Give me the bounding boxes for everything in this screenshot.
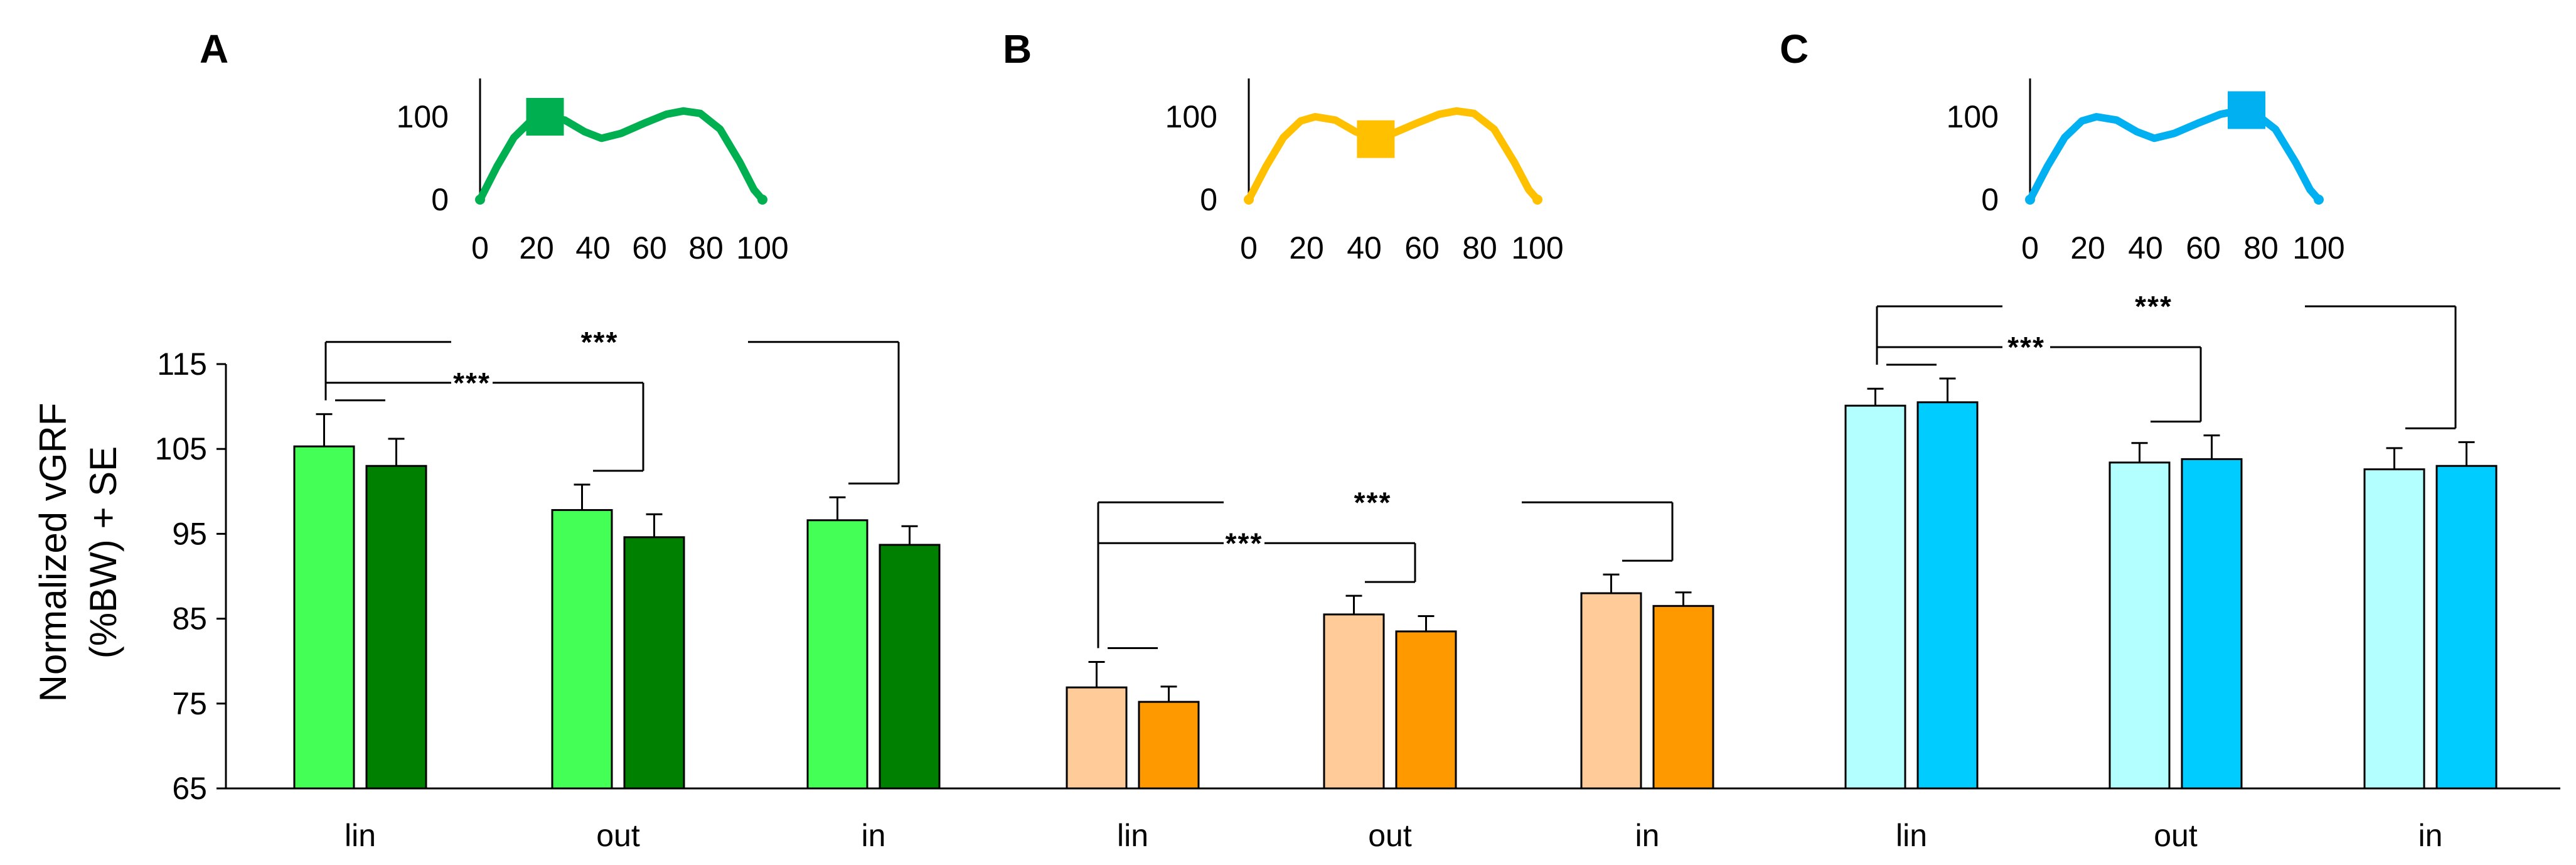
y-axis-label-line-1: Normalized vGRF <box>32 403 74 702</box>
category-label: in <box>862 818 886 853</box>
category-label: lin <box>1896 818 1927 853</box>
significance-label: *** <box>581 326 619 358</box>
significance-label: *** <box>2135 290 2172 323</box>
inset-curve-start-dot <box>1244 195 1254 205</box>
inset-x-tick-label: 20 <box>519 230 554 266</box>
inset-x-tick-label: 40 <box>2128 230 2163 266</box>
bar <box>2181 458 2243 790</box>
inset-x-tick-label: 0 <box>1240 230 1258 266</box>
bar <box>806 519 868 790</box>
inset-curve-start-dot <box>2025 195 2035 205</box>
inset-curve-start-dot <box>475 195 485 205</box>
inset-force-curve <box>2026 107 2322 203</box>
inset-y-tick-label: 100 <box>397 99 449 134</box>
inset-x-tick-label: 40 <box>1347 230 1382 266</box>
bar <box>2108 461 2171 790</box>
inset-curve-end-dot <box>2314 195 2324 205</box>
significance-brackets: *** *** <box>1876 290 2457 429</box>
bar-group: lin out in <box>1844 377 2498 853</box>
inset-phase-marker <box>2228 91 2265 129</box>
category-label: lin <box>1117 818 1148 853</box>
inset-x-tick-label: 80 <box>1462 230 1497 266</box>
inset-x-tick-label: 100 <box>1511 230 1563 266</box>
inset-curve-end-dot <box>1532 195 1542 205</box>
inset-y-tick-label: 0 <box>431 182 449 217</box>
inset-phase-marker <box>1357 120 1395 158</box>
main-axes <box>225 364 2560 790</box>
panels: A 0 100 0 20 40 60 80 100 lin out in *** *** B 0 100 0 20 4… <box>200 26 2498 853</box>
y-tick-label: 65 <box>172 771 207 806</box>
bar <box>879 544 941 790</box>
significance-brackets: *** *** <box>1097 486 1674 650</box>
bar <box>1138 701 1200 790</box>
inset-x-tick-label: 20 <box>2070 230 2105 266</box>
inset-x-tick-label: 100 <box>2292 230 2344 266</box>
inset-force-curve <box>476 107 766 203</box>
inset-y-tick-label: 100 <box>1947 99 1999 134</box>
y-tick-label: 105 <box>155 431 207 466</box>
bar <box>1395 630 1457 790</box>
inset-x-tick-label: 60 <box>632 230 667 266</box>
bar <box>293 445 355 790</box>
panel-label: B <box>1003 26 1032 72</box>
inset-chart: 0 100 0 20 40 60 80 100 <box>397 78 789 266</box>
bar <box>1580 592 1642 790</box>
inset-x-tick-label: 60 <box>2186 230 2221 266</box>
inset-x-tick-label: 0 <box>2021 230 2039 266</box>
bar <box>1323 613 1385 790</box>
bar <box>365 465 427 790</box>
bar <box>551 509 613 790</box>
inset-chart: 0 100 0 20 40 60 80 100 <box>1165 78 1564 266</box>
bar-group: lin out in <box>1066 573 1714 853</box>
category-label: in <box>2418 818 2443 853</box>
inset-x-tick-label: 80 <box>688 230 724 266</box>
y-tick-label: 95 <box>172 516 207 551</box>
significance-label: *** <box>2007 331 2045 363</box>
bar <box>1916 401 1979 790</box>
y-axis-label: Normalized vGRF (%BW) + SE <box>32 403 124 702</box>
y-axis-label-line-2: (%BW) + SE <box>82 446 124 658</box>
category-label: out <box>2154 818 2198 853</box>
bar <box>623 536 685 790</box>
significance-label: *** <box>453 367 491 399</box>
inset-x-tick-label: 80 <box>2243 230 2279 266</box>
significance-brackets: *** *** <box>324 326 900 485</box>
bar <box>1652 604 1714 790</box>
inset-x-tick-label: 60 <box>1404 230 1440 266</box>
category-label: lin <box>345 818 376 853</box>
panel-b: B 0 100 0 20 40 60 80 100 lin out in *** *** <box>1003 26 1714 853</box>
y-axis-ticks: 65 75 85 95 105 115 <box>155 347 226 806</box>
category-label: out <box>1368 818 1412 853</box>
panel-a: A 0 100 0 20 40 60 80 100 lin out in *** *** <box>200 26 941 853</box>
y-tick-label: 115 <box>157 347 207 382</box>
inset-x-tick-label: 40 <box>575 230 611 266</box>
y-tick-label: 75 <box>172 686 207 721</box>
category-label: in <box>1635 818 1660 853</box>
inset-y-tick-label: 0 <box>1981 182 1999 217</box>
y-tick-label: 85 <box>172 601 207 637</box>
inset-chart: 0 100 0 20 40 60 80 100 <box>1947 78 2345 266</box>
inset-curve-end-dot <box>757 195 767 205</box>
panel-label: C <box>1780 26 1809 72</box>
inset-phase-marker <box>526 98 564 136</box>
category-label: out <box>596 818 640 853</box>
inset-x-tick-label: 20 <box>1289 230 1324 266</box>
inset-x-tick-label: 100 <box>736 230 788 266</box>
bar-group: lin out in <box>293 413 941 853</box>
inset-x-tick-label: 0 <box>471 230 489 266</box>
bar <box>1066 686 1128 790</box>
panel-c: C 0 100 0 20 40 60 80 100 lin out in *** *** <box>1780 26 2498 853</box>
bar <box>2435 465 2498 790</box>
inset-y-tick-label: 100 <box>1165 99 1217 134</box>
significance-label: *** <box>1354 486 1392 518</box>
bar <box>2363 468 2425 790</box>
bar <box>1844 404 1906 790</box>
panel-label: A <box>200 26 228 72</box>
significance-label: *** <box>1226 527 1263 559</box>
inset-y-tick-label: 0 <box>1200 182 1217 217</box>
